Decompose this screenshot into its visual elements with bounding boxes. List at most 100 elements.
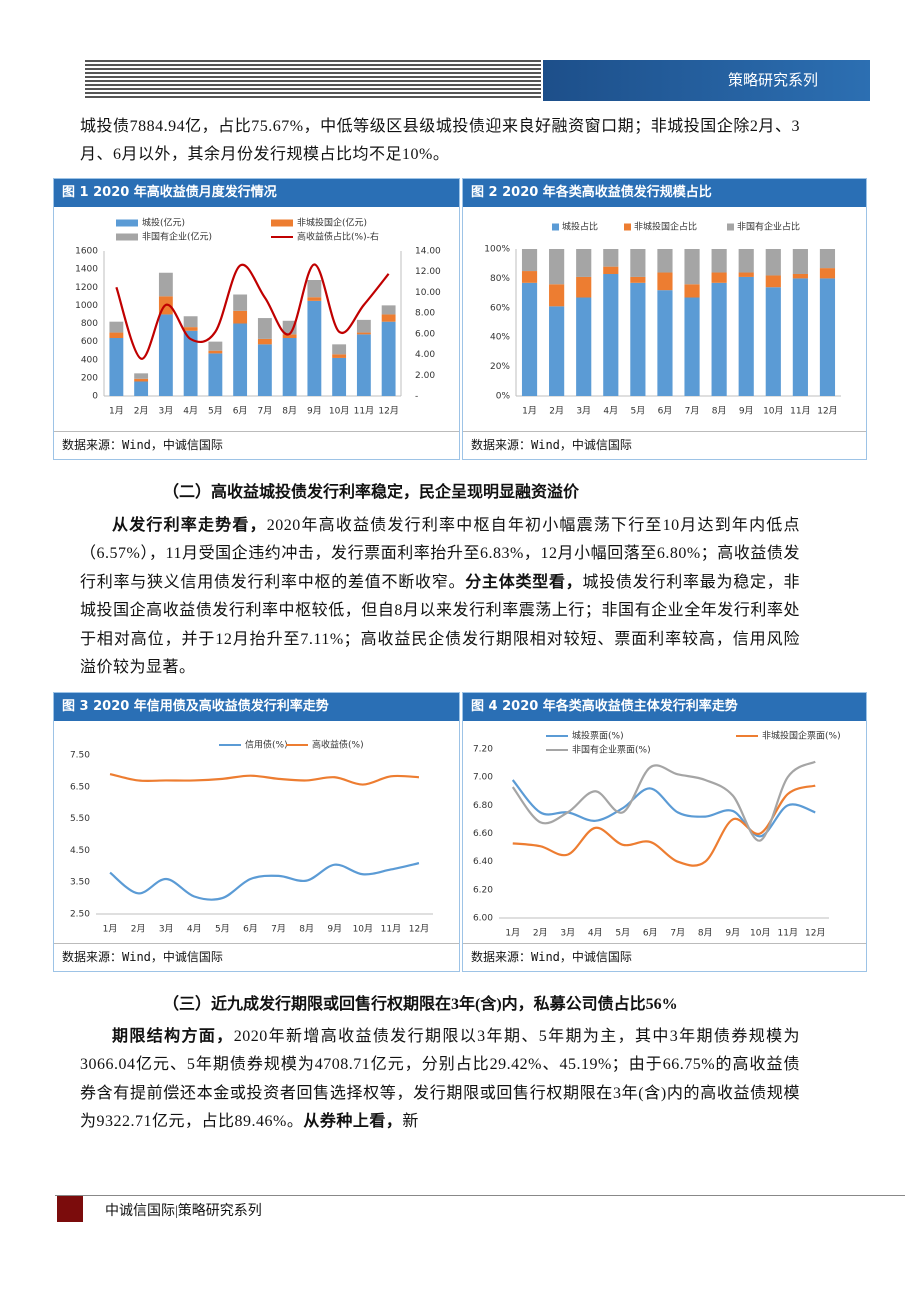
bar [711,249,727,273]
y-tick-label: 7.20 [473,745,493,755]
x-tick-label: 3月 [560,928,575,939]
paragraph: 期限结构方面，2020年新增高收益债发行期限以3年期、5年期为主，其中3年期债券… [80,1023,800,1137]
y-tick-label: 1000 [75,301,98,311]
text: 2020年高收益债发行利率中枢自年初小幅震荡下行至10月达到年内低点（6.57%… [80,517,800,591]
legend-swatch [271,219,293,227]
y2-tick-label: 14.00 [415,247,441,257]
figure-panel: 图 1 2020 年高收益债月度发行情况 0 200 400 600 800 1000 12… [53,178,460,460]
x-tick-label: 4月 [187,924,202,935]
section-heading: （三）近九成发行期限或回售行权期限在3年(含)内，私募公司债占比56% [163,996,678,1013]
bar [109,321,124,333]
y2-tick-label: 8.00 [415,309,435,319]
y-tick-label: 6.50 [70,782,90,792]
bar [257,344,272,396]
bar [792,278,808,396]
bar [233,294,248,311]
legend-label: 非城投国企(亿元) [297,217,367,229]
bar [521,249,538,272]
x-tick-label: 6月 [643,928,658,939]
bar [208,350,223,354]
line-series [511,760,816,842]
bar [576,249,592,277]
legend-swatch [116,219,138,227]
y-tick-label: 0% [496,392,511,402]
bar [711,282,727,396]
figure-panel: 图 3 2020 年信用债及高收益债发行利率走势 2.50 3.50 4.50 5.5… [53,692,460,972]
figure-source: 数据来源：Wind，中诚信国际 [463,943,866,971]
figure-panel: 图 4 2020 年各类高收益债主体发行利率走势 6.00 6.20 6.40 6.6… [462,692,867,972]
x-tick-label: 10月 [750,928,770,939]
x-tick-label: 5月 [208,406,223,417]
legend-label: 城投(亿元) [142,217,185,229]
bar [738,272,754,277]
bar [233,310,248,324]
line-series [115,263,390,360]
line-series [512,784,816,867]
y-tick-label: 80% [490,274,510,284]
y-tick-label: 600 [81,337,98,347]
bar [657,272,673,291]
bar [765,249,781,276]
x-tick-label: 10月 [329,406,349,417]
x-tick-label: 10月 [353,924,373,935]
x-tick-label: 12月 [378,406,398,417]
figure-panel: 图 2 2020 年各类高收益债发行规模占比 0% 20% 40% 60% 80% 100… [462,178,867,460]
x-tick-label: 7月 [258,406,273,417]
footer-text: 中诚信国际|策略研究系列 [105,1204,262,1219]
x-tick-label: 6月 [233,406,248,417]
y-tick-label: 7.00 [473,773,493,783]
y2-tick-label: 2.00 [415,371,435,381]
bar [549,284,565,307]
bar [684,297,700,396]
figure-title: 图 2 2020 年各类高收益债发行规模占比 [463,179,866,207]
y-tick-label: 6.00 [473,914,493,924]
chart: 0% 20% 40% 60% 80% 100% 1月 2月 3月 4月 5月 6月 7月 8月 9月 10月 1… [484,221,841,417]
text: 城投债发行利率最为稳定，非城投国企高收益债发行利率中枢较低，但自8月以来发行利率… [80,573,800,677]
bar [657,290,673,396]
legend-label: 城投占比 [562,221,598,233]
text: 新 [402,1113,419,1131]
chart: 2.50 3.50 4.50 5.50 6.50 7.50 1月 2月 3月 4月 5月 6月 7月 8月… [70,739,433,935]
bar [257,338,272,345]
bar [158,272,173,297]
x-tick-label: 11月 [354,406,374,417]
figure-title: 图 4 2020 年各类高收益债主体发行利率走势 [463,693,866,721]
figure-title: 图 3 2020 年信用债及高收益债发行利率走势 [54,693,459,721]
bar [183,316,198,328]
bar [603,266,619,274]
x-tick-label: 12月 [805,928,825,939]
bar [356,319,371,333]
x-tick-label: 8月 [299,924,314,935]
bar [765,275,781,288]
bar [521,282,538,396]
x-tick-label: 3月 [576,406,591,417]
bar [630,276,646,283]
legend-label: 高收益债占比(%)-右 [297,231,379,243]
legend-label: 非国有企业(亿元) [142,231,212,243]
bar [307,280,322,298]
figure-source: 数据来源：Wind，中诚信国际 [54,943,459,971]
bar [576,297,592,396]
bar [603,273,619,396]
bar [183,327,198,331]
bar [356,334,371,396]
legend-label: 非国有企业占比 [737,221,800,233]
x-tick-label: 7月 [685,406,700,417]
legend-label: 城投票面(%) [572,730,624,742]
bar [381,321,396,396]
bar [765,287,781,396]
x-tick-label: 5月 [615,928,630,939]
text: 2020年新增高收益债发行期限以3年期、5年期为主，其中3年期债券规模为3066… [80,1028,800,1131]
x-tick-label: 9月 [327,924,342,935]
bold-text: 分主体类型看， [465,573,583,591]
y-tick-label: 800 [81,319,98,329]
line-series [109,862,420,901]
y-tick-label: 6.60 [473,829,493,839]
bar [134,381,149,396]
y-tick-label: 1200 [75,283,98,293]
bar [657,249,673,273]
bar [208,341,223,351]
x-tick-label: 6月 [243,924,258,935]
x-tick-label: 9月 [739,406,754,417]
y-tick-label: 0 [92,392,98,402]
